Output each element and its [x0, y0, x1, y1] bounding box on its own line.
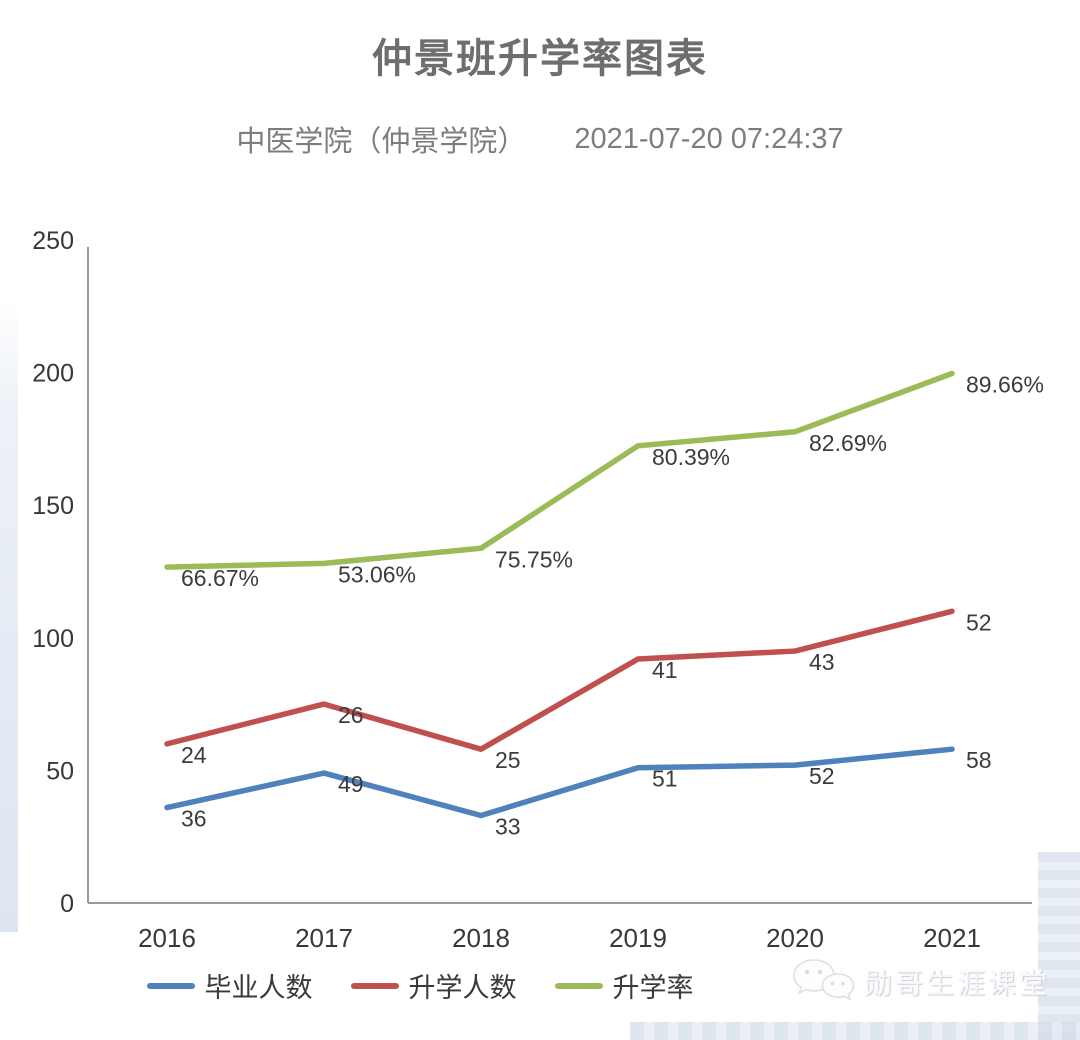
data-label-series-1: 24 [181, 742, 207, 768]
data-label-series-1: 43 [809, 649, 835, 675]
data-label-series-2: 82.69% [809, 430, 887, 456]
background-watermark-bottom [630, 1022, 1080, 1040]
data-label-series-1: 52 [966, 609, 992, 635]
brand-watermark-text: 勋哥生涯课堂 [863, 968, 1050, 999]
chart-canvas: 0 50 100 150 200 250 2016 2017 2018 2019 2020 2021 3… [32, 227, 1044, 953]
x-tick-label: 2021 [923, 923, 981, 953]
legend-swatch-rate [554, 982, 603, 989]
data-label-series-1: 26 [338, 702, 364, 728]
legend-swatch-graduates [146, 982, 195, 989]
wechat-icon [793, 959, 855, 1001]
x-tick-label: 2020 [766, 923, 824, 953]
y-tick-label: 150 [32, 492, 74, 520]
x-tick-label: 2019 [609, 923, 667, 953]
page-title: 仲景班升学率图表 [372, 37, 708, 81]
legend-label-graduates: 毕业人数 [204, 973, 313, 1003]
y-tick-label: 0 [60, 890, 74, 918]
line-series-1 [164, 608, 955, 752]
line-chart: 0 50 100 150 200 250 2016 2017 2018 2019 2020 2021 3… [0, 215, 1080, 960]
legend-swatch-admitted [350, 982, 399, 989]
subtitle: 中医学院（仲景学院） 2021-07-20 07:24:37 [0, 118, 1080, 160]
data-label-series-0: 52 [809, 763, 835, 789]
legend-label-rate: 升学率 [612, 973, 694, 1003]
line-series-2 [164, 370, 955, 570]
chart-legend: 毕业人数 升学人数 升学率 [0, 966, 840, 1005]
y-tick-label: 250 [32, 227, 74, 255]
data-label-series-2: 89.66% [966, 372, 1044, 398]
line-series-0 [164, 746, 955, 819]
x-tick-label: 2016 [138, 923, 196, 953]
x-tick-label: 2018 [452, 923, 510, 953]
org-name: 中医学院（仲景学院） [236, 126, 527, 158]
data-label-series-0: 51 [652, 766, 678, 792]
data-label-series-2: 66.67% [181, 565, 259, 591]
legend-item-admitted: 升学人数 [350, 966, 517, 1005]
legend-item-rate: 升学率 [554, 966, 694, 1005]
data-label-series-0: 58 [966, 747, 992, 773]
data-label-series-2: 80.39% [652, 444, 730, 470]
y-tick-label: 100 [32, 625, 74, 653]
x-tick-label: 2017 [295, 923, 353, 953]
data-label-series-0: 33 [495, 813, 521, 839]
data-label-series-1: 25 [495, 747, 521, 773]
data-label-series-2: 53.06% [338, 561, 416, 587]
legend-item-graduates: 毕业人数 [146, 966, 313, 1005]
data-label-series-0: 49 [338, 771, 364, 797]
data-label-series-1: 41 [652, 657, 678, 683]
y-tick-label: 200 [32, 360, 74, 388]
data-label-series-0: 36 [181, 806, 207, 832]
timestamp: 2021-07-20 07:24:37 [574, 122, 844, 155]
brand-watermark: 勋哥生涯课堂 [790, 956, 1050, 1008]
y-tick-label: 50 [46, 757, 74, 785]
legend-label-admitted: 升学人数 [408, 973, 517, 1003]
data-label-series-2: 75.75% [495, 546, 573, 572]
